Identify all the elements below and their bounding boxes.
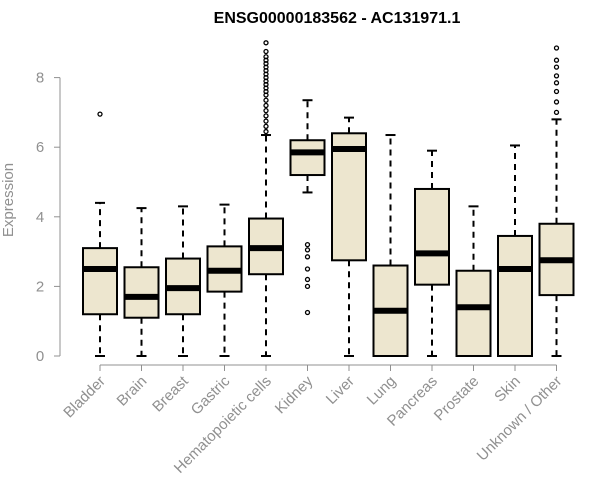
box-group xyxy=(289,99,326,316)
y-tick-label: 0 xyxy=(36,348,44,365)
y-tick-label: 8 xyxy=(36,70,44,87)
y-tick-label: 2 xyxy=(36,278,44,295)
outlier-point xyxy=(304,276,311,283)
box-series xyxy=(82,40,575,357)
chart-title: ENSG00000183562 - AC131971.1 xyxy=(214,10,461,27)
outlier-point xyxy=(263,40,269,46)
iqr-box xyxy=(123,266,160,319)
box-group xyxy=(165,205,201,357)
outlier-point xyxy=(263,102,269,109)
x-tick-label: Lung xyxy=(364,373,400,409)
outlier-point xyxy=(263,54,269,60)
box-group xyxy=(414,149,450,357)
outlier-point xyxy=(263,118,269,124)
outlier-point xyxy=(304,241,311,248)
box-group xyxy=(248,40,284,357)
y-axis: 0 2 4 6 8 xyxy=(36,70,61,365)
y-tick-label: 6 xyxy=(36,139,44,156)
box-group xyxy=(123,207,160,357)
outlier-point xyxy=(553,80,560,86)
x-tick-label: Prostate xyxy=(431,373,483,425)
iqr-box xyxy=(82,247,118,316)
outlier-point xyxy=(263,108,269,114)
outlier-point xyxy=(553,109,560,116)
x-tick-label: Breast xyxy=(149,372,192,415)
x-tick-label: Skin xyxy=(491,373,524,406)
outlier-point xyxy=(304,283,311,290)
outlier-point xyxy=(553,73,560,79)
y-tick-label: 4 xyxy=(36,209,44,226)
outlier-point xyxy=(304,266,311,272)
outlier-point xyxy=(263,123,269,129)
box-group xyxy=(206,203,243,357)
iqr-box xyxy=(414,187,450,286)
x-tick-label: Brain xyxy=(114,373,151,410)
outlier-point xyxy=(553,99,560,105)
box-group xyxy=(538,45,575,357)
box-group xyxy=(82,111,118,357)
outlier-point xyxy=(304,254,311,260)
iqr-box xyxy=(455,269,492,357)
outlier-point xyxy=(263,48,269,55)
outlier-point xyxy=(263,113,269,119)
box-group xyxy=(497,144,533,357)
outlier-point xyxy=(263,128,269,135)
iqr-box xyxy=(289,139,326,177)
outlier-point xyxy=(553,88,560,95)
box-group xyxy=(372,134,409,357)
outlier-point xyxy=(97,111,103,117)
outlier-point xyxy=(304,247,311,253)
x-tick-label: Kidney xyxy=(272,372,317,417)
box-group xyxy=(331,116,367,357)
outlier-point xyxy=(553,57,560,63)
outlier-point xyxy=(553,64,560,70)
outlier-point xyxy=(263,97,269,103)
x-tick-label: Liver xyxy=(323,373,358,408)
box-group xyxy=(455,205,492,357)
x-tick-label: Bladder xyxy=(60,373,109,422)
y-axis-label: Expression xyxy=(0,163,17,237)
outlier-point xyxy=(304,309,311,316)
iqr-box xyxy=(497,234,533,357)
iqr-box xyxy=(331,132,367,262)
outlier-point xyxy=(553,45,560,51)
